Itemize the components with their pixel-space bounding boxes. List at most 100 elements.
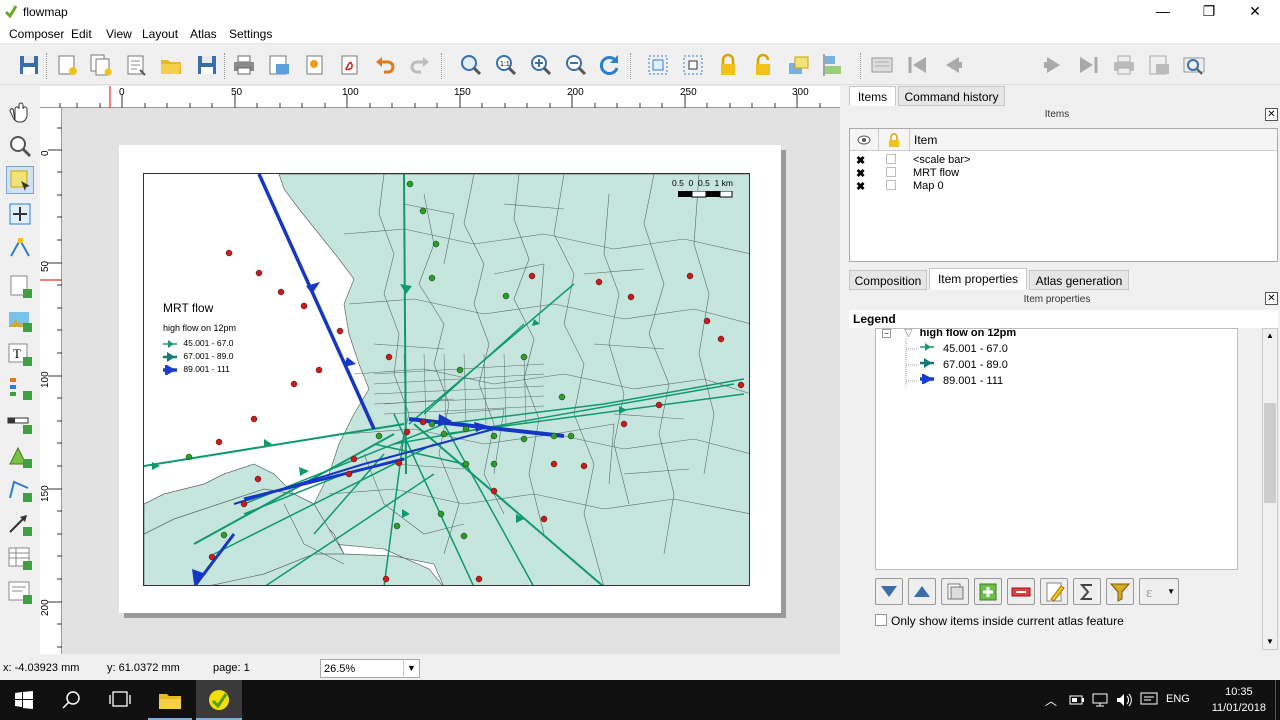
duplicate-composer-icon[interactable] xyxy=(88,52,114,78)
print-atlas-icon[interactable] xyxy=(1111,52,1137,78)
show-desktop-button[interactable] xyxy=(1275,680,1280,720)
network-icon[interactable] xyxy=(1091,692,1109,708)
move-content-icon[interactable] xyxy=(6,200,34,228)
notifications-icon[interactable] xyxy=(1140,692,1158,708)
edit-item-button[interactable] xyxy=(1040,578,1068,605)
zoom-actual-icon[interactable]: 1:1 xyxy=(492,52,518,78)
move-down-button[interactable] xyxy=(875,578,903,605)
filter-legend-button[interactable] xyxy=(1106,578,1134,605)
pan-hand-icon[interactable] xyxy=(6,98,34,126)
tab-atlas-generation[interactable]: Atlas generation xyxy=(1029,270,1129,290)
refresh-icon[interactable] xyxy=(596,52,622,78)
open-template-icon[interactable] xyxy=(158,52,184,78)
add-attribute-table-icon[interactable] xyxy=(6,544,34,572)
tree-class-row-2[interactable]: 67.001 - 89.0 xyxy=(919,358,1008,372)
undo-icon[interactable] xyxy=(372,52,398,78)
first-feature-icon[interactable] xyxy=(904,52,930,78)
file-explorer-taskbar-button[interactable] xyxy=(148,680,192,720)
zoom-full-icon[interactable] xyxy=(457,52,483,78)
menu-composer[interactable]: Composer xyxy=(9,27,65,41)
add-arrow-icon[interactable] xyxy=(6,510,34,538)
menu-edit[interactable]: Edit xyxy=(71,27,92,41)
map-item[interactable] xyxy=(143,173,750,586)
map-legend[interactable]: MRT flow high flow on 12pm 45.001 - 67.0… xyxy=(160,298,280,388)
raise-items-icon[interactable] xyxy=(786,52,812,78)
scrollbar-thumb[interactable] xyxy=(1264,403,1276,503)
add-label-icon[interactable]: T xyxy=(6,340,34,368)
composer-manager-icon[interactable] xyxy=(123,52,149,78)
menu-atlas[interactable]: Atlas xyxy=(190,27,217,41)
select-move-item-icon[interactable] xyxy=(6,166,34,194)
move-up-button[interactable] xyxy=(908,578,936,605)
visible-check-icon[interactable]: ✖ xyxy=(856,168,866,180)
tab-composition[interactable]: Composition xyxy=(849,270,927,290)
zoom-out-icon[interactable] xyxy=(562,52,588,78)
zoom-in-icon[interactable] xyxy=(527,52,553,78)
restore-button[interactable]: ❐ xyxy=(1202,3,1216,19)
add-scalebar-icon[interactable] xyxy=(6,408,34,436)
chevron-down-icon[interactable]: ▼ xyxy=(403,660,419,677)
expression-filter-button[interactable]: ε ▼ xyxy=(1139,578,1179,605)
item-row-map-0[interactable]: ✖ Map 0 xyxy=(850,180,1277,193)
add-node-item-icon[interactable] xyxy=(6,476,34,504)
remove-item-button[interactable] xyxy=(1007,578,1035,605)
lock-checkbox[interactable] xyxy=(886,154,896,164)
collapse-icon[interactable]: − xyxy=(882,329,891,338)
tab-command-history[interactable]: Command history xyxy=(898,86,1005,106)
search-button[interactable] xyxy=(48,680,96,720)
task-view-button[interactable] xyxy=(96,680,144,720)
tab-item-properties[interactable]: Item properties xyxy=(929,268,1027,290)
close-button[interactable]: ✕ xyxy=(1249,3,1261,19)
add-image-icon[interactable] xyxy=(6,306,34,334)
last-feature-icon[interactable] xyxy=(1076,52,1102,78)
legend-items-tree[interactable]: − ▽ high flow on 12pm 45.001 - 67.0 67.0… xyxy=(875,328,1238,570)
zoom-combobox[interactable]: 26.5% ▼ xyxy=(320,659,420,678)
count-feature-button[interactable] xyxy=(1073,578,1101,605)
menu-settings[interactable]: Settings xyxy=(229,27,273,41)
minimize-button[interactable]: — xyxy=(1156,3,1170,19)
previous-feature-icon[interactable] xyxy=(939,52,965,78)
tree-group-row[interactable]: − ▽ high flow on 12pm xyxy=(882,329,1016,340)
battery-icon[interactable] xyxy=(1069,694,1085,706)
export-svg-icon[interactable] xyxy=(302,52,328,78)
visible-check-icon[interactable]: ✖ xyxy=(856,155,866,167)
close-properties-panel-icon[interactable]: ✕ xyxy=(1265,292,1278,305)
lock-checkbox[interactable] xyxy=(886,167,896,177)
tab-items[interactable]: Items xyxy=(849,86,896,106)
export-image-icon[interactable] xyxy=(266,52,292,78)
new-composer-icon[interactable] xyxy=(54,52,80,78)
item-row-scalebar[interactable]: ✖ <scale bar> xyxy=(850,154,1277,167)
add-group-button[interactable] xyxy=(941,578,969,605)
add-map-icon[interactable] xyxy=(6,272,34,300)
export-atlas-icon[interactable] xyxy=(1146,52,1172,78)
qgis-taskbar-button[interactable] xyxy=(196,680,242,720)
edit-nodes-icon[interactable] xyxy=(6,234,34,262)
close-items-panel-icon[interactable]: ✕ xyxy=(1265,108,1278,121)
lock-items-icon[interactable] xyxy=(715,52,741,78)
unlock-items-icon[interactable] xyxy=(750,52,776,78)
visible-check-icon[interactable]: ✖ xyxy=(856,181,866,193)
only-items-checkbox[interactable] xyxy=(875,614,887,626)
tray-chevron-up-icon[interactable]: ︿ xyxy=(1045,694,1058,708)
align-items-icon[interactable] xyxy=(821,52,847,78)
atlas-preview-icon[interactable] xyxy=(1181,52,1207,78)
item-row-mrt-flow[interactable]: ✖ MRT flow xyxy=(850,167,1277,180)
scroll-down-icon[interactable]: ▼ xyxy=(1266,637,1274,646)
menu-view[interactable]: View xyxy=(106,27,132,41)
scroll-up-icon[interactable]: ▲ xyxy=(1266,331,1274,340)
add-legend-icon[interactable] xyxy=(6,374,34,402)
chevron-down-icon[interactable]: ▼ xyxy=(1167,587,1175,596)
tree-class-row-3[interactable]: 89.001 - 111 xyxy=(919,373,1003,388)
ungroup-items-icon[interactable] xyxy=(680,52,706,78)
export-pdf-icon[interactable] xyxy=(337,52,363,78)
volume-icon[interactable] xyxy=(1115,692,1133,708)
properties-scrollbar[interactable]: ▲ ▼ xyxy=(1262,328,1278,650)
print-icon[interactable] xyxy=(231,52,257,78)
input-language[interactable]: ENG xyxy=(1166,693,1190,705)
legend-section-header[interactable]: Legend xyxy=(849,310,1278,328)
lock-checkbox[interactable] xyxy=(886,180,896,190)
taskbar-clock[interactable]: 10:35 11/01/2018 xyxy=(1212,684,1266,716)
atlas-settings-icon[interactable] xyxy=(869,52,895,78)
add-html-frame-icon[interactable] xyxy=(6,578,34,606)
zoom-tool-icon[interactable] xyxy=(6,132,34,160)
